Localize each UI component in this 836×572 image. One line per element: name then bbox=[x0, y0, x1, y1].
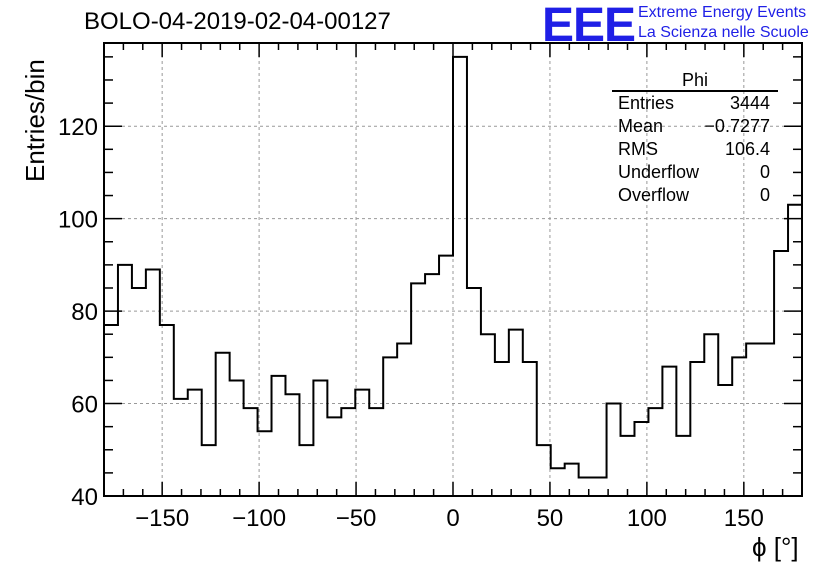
stats-label: RMS bbox=[618, 139, 658, 159]
histogram-bin bbox=[760, 343, 774, 496]
histogram-bin bbox=[453, 57, 467, 496]
x-tick-label: −100 bbox=[232, 505, 286, 532]
histogram-bin bbox=[788, 205, 802, 496]
stats-value: 0 bbox=[759, 162, 770, 182]
histogram-bin bbox=[174, 399, 188, 496]
histogram-bin bbox=[774, 251, 788, 496]
histogram-series-phi bbox=[104, 55, 802, 479]
histogram-bin bbox=[439, 256, 453, 496]
histogram-bin bbox=[718, 385, 732, 496]
x-tick-label: 0 bbox=[446, 505, 459, 532]
stats-row-overflow: Overflow 0 bbox=[612, 184, 778, 207]
stats-box: Phi Entries 3444 Mean −0.7277 RMS 106.4 … bbox=[612, 70, 778, 207]
x-tick-label: 50 bbox=[537, 505, 564, 532]
histogram-bin bbox=[481, 334, 495, 496]
histogram-bin bbox=[299, 445, 313, 496]
stats-label: Entries bbox=[618, 93, 675, 113]
stats-row-mean: Mean −0.7277 bbox=[612, 115, 778, 138]
histogram-bin bbox=[285, 394, 299, 496]
stats-value: 3444 bbox=[729, 93, 770, 113]
stats-value: 106.4 bbox=[724, 139, 770, 159]
x-tick-label: −50 bbox=[336, 505, 377, 532]
histogram-bin bbox=[662, 367, 676, 496]
histogram-bin bbox=[648, 408, 662, 496]
histogram-bin bbox=[244, 408, 258, 496]
stats-row-rms: RMS 106.4 bbox=[612, 138, 778, 161]
y-tick-label: 80 bbox=[71, 299, 98, 326]
histogram-bin bbox=[216, 353, 230, 496]
stats-label: Overflow bbox=[618, 185, 690, 205]
y-tick-label: 100 bbox=[58, 207, 98, 234]
stats-value: 0 bbox=[759, 185, 770, 205]
y-tick-label: 40 bbox=[71, 484, 98, 511]
histogram-bin bbox=[411, 283, 425, 496]
histogram-bin bbox=[565, 464, 579, 496]
histogram-bin bbox=[397, 343, 411, 496]
histogram-bin bbox=[593, 478, 607, 496]
x-tick-label: 150 bbox=[724, 505, 764, 532]
chart-title: BOLO-04-2019-02-04-00127 bbox=[84, 8, 391, 35]
histogram-bin bbox=[230, 380, 244, 496]
stats-row-underflow: Underflow 0 bbox=[612, 161, 778, 184]
histogram-bin bbox=[327, 417, 341, 496]
histogram-bin bbox=[188, 390, 202, 496]
histogram-bin bbox=[160, 325, 174, 496]
histogram-bin bbox=[579, 478, 593, 496]
x-axis-label: ϕ [°] bbox=[752, 532, 799, 562]
histogram-bin bbox=[355, 390, 369, 496]
histogram-bin bbox=[341, 408, 355, 496]
stats-row-entries: Entries 3444 bbox=[612, 92, 778, 115]
stats-title: Phi bbox=[612, 70, 778, 92]
histogram-bin bbox=[621, 436, 635, 496]
histogram-bin bbox=[537, 445, 551, 496]
histogram-bin bbox=[676, 436, 690, 496]
x-tick-label: −150 bbox=[135, 505, 189, 532]
histogram-bin bbox=[202, 445, 216, 496]
histogram-bin bbox=[369, 408, 383, 496]
histogram-bin bbox=[272, 376, 286, 496]
histogram-bin bbox=[383, 357, 397, 496]
y-axis-label: Entries/bin bbox=[20, 59, 50, 182]
y-tick-label: 60 bbox=[71, 392, 98, 419]
histogram-bin bbox=[313, 380, 327, 496]
histogram-bin bbox=[551, 468, 565, 496]
x-tick-label: 100 bbox=[627, 505, 667, 532]
histogram-bin bbox=[509, 330, 523, 496]
logo-line-1: Extreme Energy Events bbox=[638, 4, 807, 21]
histogram-bin bbox=[690, 362, 704, 496]
histogram-bin bbox=[467, 288, 481, 496]
histogram-bin bbox=[425, 274, 439, 496]
histogram-bin bbox=[704, 334, 718, 496]
eee-logo: EEE bbox=[542, 0, 636, 52]
stats-label: Mean bbox=[618, 116, 664, 136]
histogram-bin bbox=[607, 404, 621, 496]
histogram-bin bbox=[132, 288, 146, 496]
histogram-bin bbox=[146, 270, 160, 497]
histogram-bin bbox=[732, 357, 746, 496]
histogram-bin bbox=[104, 325, 118, 496]
y-tick-label: 120 bbox=[58, 114, 98, 141]
histogram-bin bbox=[523, 362, 537, 496]
histogram-bin bbox=[495, 362, 509, 496]
logo-line-2: La Scienza nelle Scuole bbox=[638, 24, 809, 41]
histogram-bin bbox=[746, 343, 760, 496]
histogram-bin bbox=[118, 265, 132, 496]
stats-label: Underflow bbox=[618, 162, 700, 182]
stats-value: −0.7277 bbox=[704, 116, 770, 136]
